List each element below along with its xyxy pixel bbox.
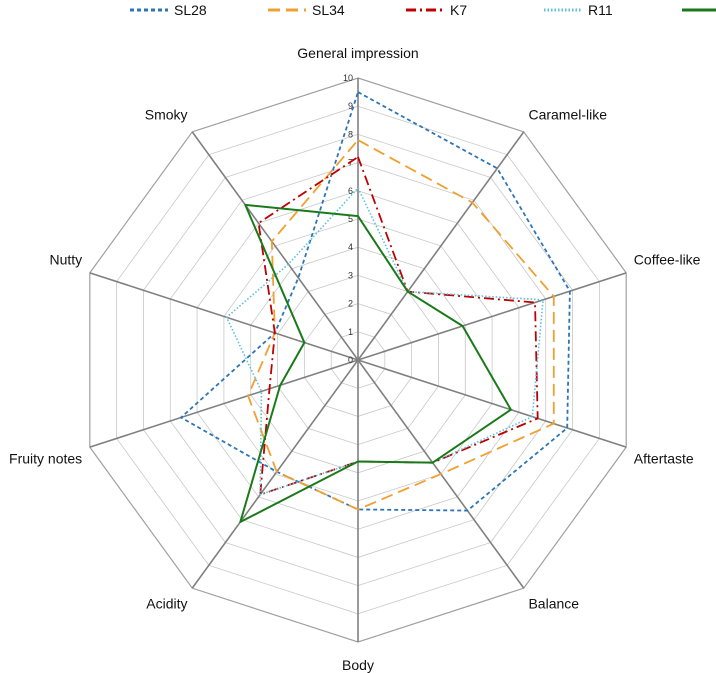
series-line-sl28 (180, 91, 571, 512)
radar-series (180, 91, 571, 523)
axis-label: Body (342, 657, 374, 673)
tick-label: 10 (343, 73, 353, 83)
series-line-wild (239, 203, 512, 523)
axis-label: Coffee-like (634, 251, 701, 267)
tick-label: 2 (348, 299, 353, 309)
tick-label: 6 (348, 186, 353, 196)
tick-label: 3 (348, 270, 353, 280)
tick-label: 8 (348, 129, 353, 139)
tick-label: 4 (348, 242, 353, 252)
axis-spoke (191, 359, 359, 589)
series-line-sl34 (247, 139, 555, 511)
series-line-r11 (225, 187, 544, 496)
chart-legend: SL28SL34K7R11WILD (130, 2, 716, 18)
axis-spoke (357, 131, 525, 361)
tick-label: 5 (348, 214, 353, 224)
axis-label: Nutty (50, 251, 83, 267)
legend-label-sl28: SL28 (174, 2, 207, 18)
radar-axis-labels: General impression Caramel-like Coffee-lik… (9, 45, 701, 673)
axis-label: General impression (297, 45, 418, 61)
legend-label-k7: K7 (450, 2, 467, 18)
tick-label: 0 (348, 355, 353, 365)
axis-label: Acidity (146, 596, 187, 612)
axis-label: Caramel-like (528, 106, 607, 122)
legend-label-r11: R11 (588, 2, 613, 18)
axis-spoke (191, 131, 359, 361)
radar-spokes (89, 78, 627, 642)
axis-spoke (89, 359, 359, 448)
legend-label-sl34: SL34 (312, 2, 345, 18)
axis-label: Balance (528, 596, 579, 612)
axis-spoke (357, 359, 627, 448)
axis-label: Aftertaste (634, 451, 694, 467)
axis-label: Smoky (145, 106, 188, 122)
axis-label: Fruity notes (9, 451, 82, 467)
tick-label: 1 (348, 327, 353, 337)
tick-label: 9 (348, 101, 353, 111)
axis-spoke (357, 272, 627, 361)
axis-spoke (89, 272, 359, 361)
